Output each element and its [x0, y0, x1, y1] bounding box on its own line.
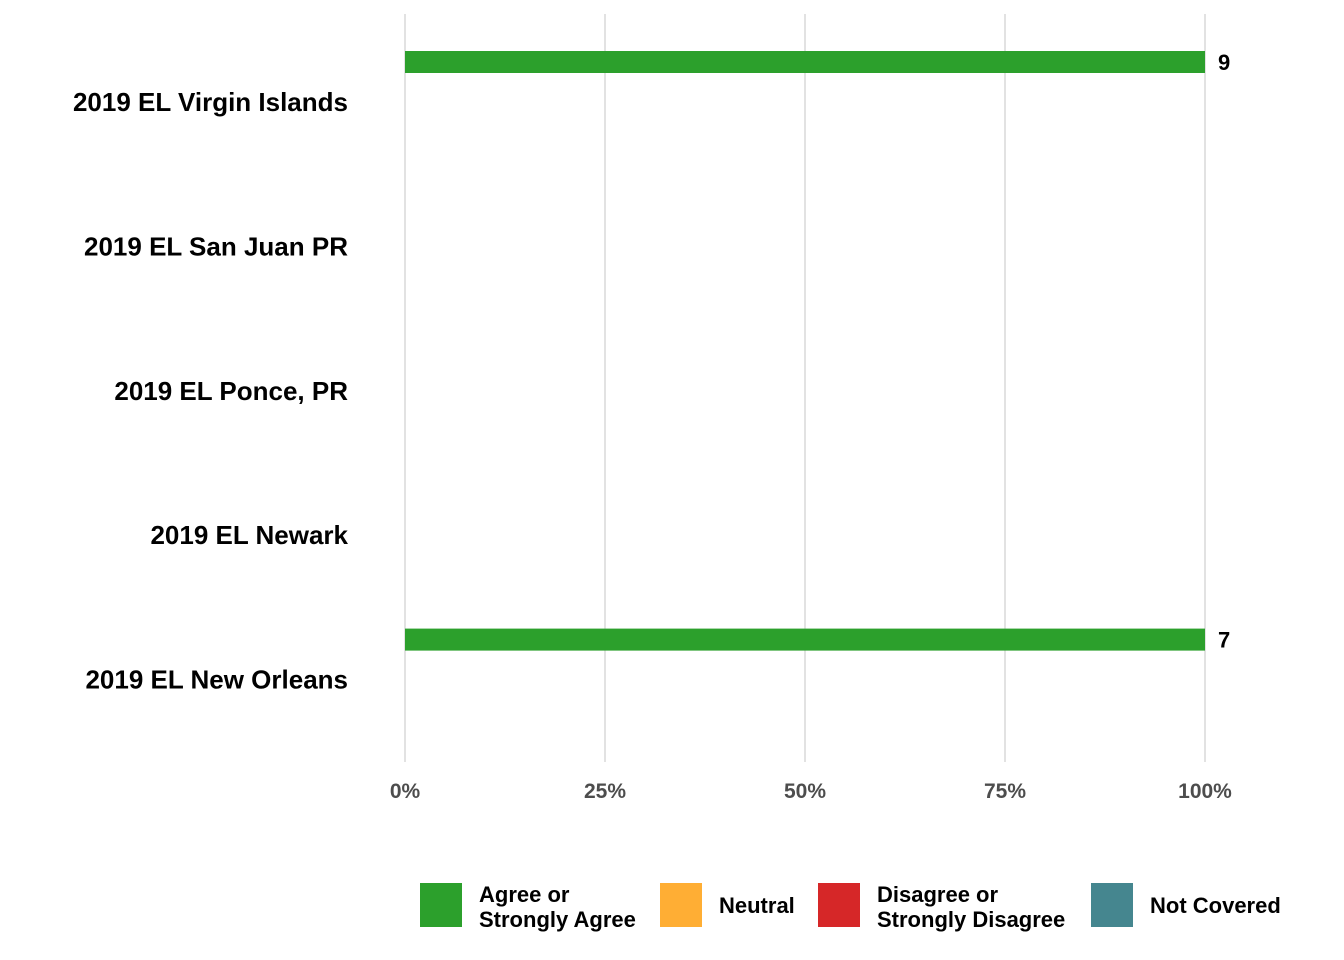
legend-swatch — [660, 883, 702, 927]
category-label: 2019 EL Virgin Islands — [73, 87, 348, 117]
legend-label: Strongly Agree — [479, 907, 636, 932]
legend-item: Neutral — [660, 883, 795, 927]
bar-segment — [405, 51, 1205, 73]
bar-data-label: 9 — [1218, 50, 1230, 75]
bar-segment — [405, 628, 1205, 651]
legend-label: Neutral — [719, 893, 795, 918]
legend-label: Agree or — [479, 882, 570, 907]
legend-swatch — [420, 883, 462, 927]
legend-label: Strongly Disagree — [877, 907, 1065, 932]
x-tick-label: 75% — [984, 780, 1026, 803]
category-label: 2019 EL Ponce, PR — [114, 376, 348, 406]
category-labels: 2019 EL Virgin Islands 2019 EL San Juan P… — [73, 87, 349, 695]
category-label: 2019 EL New Orleans — [85, 665, 348, 695]
legend-swatch — [1091, 883, 1133, 927]
legend-label: Not Covered — [1150, 893, 1281, 918]
x-axis-ticks: 0% 25% 50% 75% 100% — [390, 780, 1232, 803]
bars — [405, 51, 1205, 651]
x-tick-label: 0% — [390, 780, 421, 803]
data-labels: 97 — [1218, 50, 1230, 653]
bar-data-label: 7 — [1218, 628, 1230, 653]
legend-swatch — [818, 883, 860, 927]
x-tick-label: 50% — [784, 780, 826, 803]
x-tick-label: 25% — [584, 780, 626, 803]
category-label: 2019 EL San Juan PR — [84, 231, 348, 261]
legend-label: Disagree or — [877, 882, 998, 907]
category-label: 2019 EL Newark — [150, 520, 348, 550]
x-tick-label: 100% — [1178, 780, 1232, 803]
legend-item: Not Covered — [1091, 883, 1281, 927]
